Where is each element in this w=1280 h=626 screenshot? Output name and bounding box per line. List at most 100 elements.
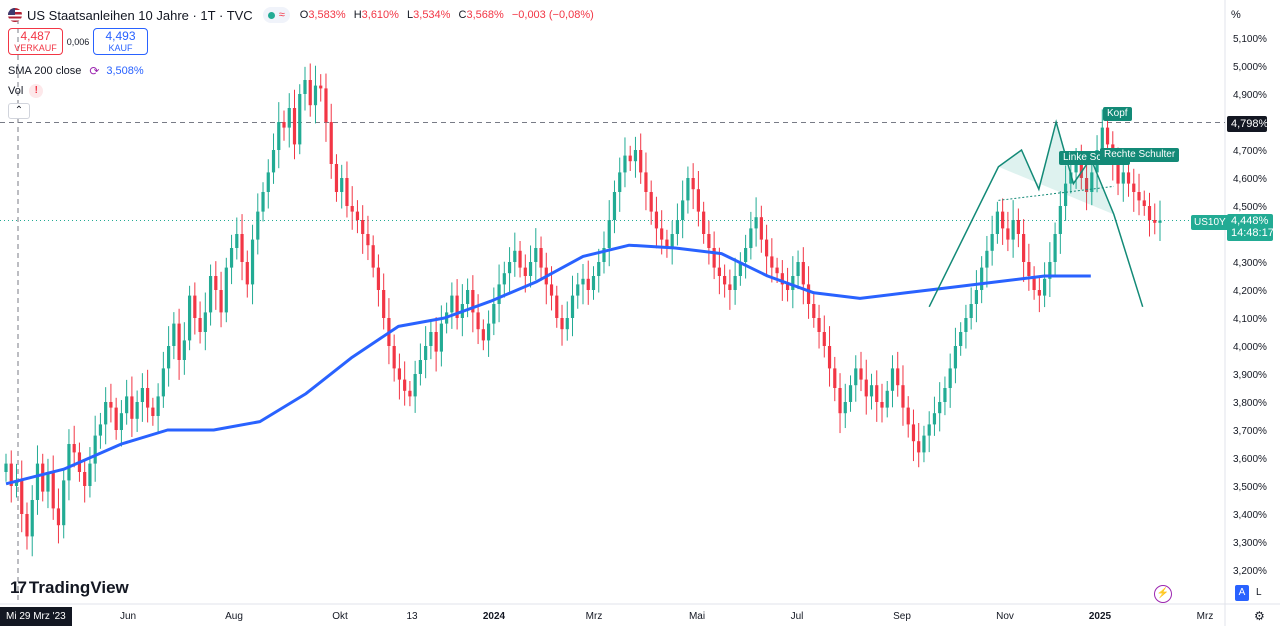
candle-body: [250, 239, 255, 285]
candle-body: [770, 256, 774, 268]
gear-icon[interactable]: ⚙: [1254, 609, 1265, 623]
candle-body: [14, 480, 19, 486]
candle-body: [901, 385, 905, 408]
volume-indicator-row[interactable]: Vol !: [8, 83, 594, 99]
time-axis-label: Jun: [119, 611, 137, 622]
candle-body: [717, 267, 721, 276]
candle-body: [1084, 178, 1089, 192]
candle-body: [413, 374, 417, 397]
candle-body: [125, 396, 129, 414]
candle-body: [424, 346, 428, 360]
candle-body: [240, 234, 244, 262]
candle-body: [749, 228, 753, 248]
candle-body: [376, 267, 381, 290]
candle-body: [350, 206, 354, 212]
candle-body: [282, 122, 286, 128]
candle-body: [119, 413, 123, 430]
candle-body: [1116, 164, 1120, 184]
symbol-title[interactable]: US Staatsanleihen 10 Jahre · 1T · TVC: [27, 7, 253, 23]
candle-body: [586, 278, 590, 290]
candle-body: [93, 435, 97, 464]
candle-body: [319, 85, 323, 89]
candle-body: [565, 318, 569, 330]
candle-body: [266, 172, 270, 192]
candle-body: [654, 211, 659, 229]
candle-body: [555, 295, 559, 318]
candle-body: [1063, 183, 1068, 206]
log-scale-button[interactable]: L: [1256, 587, 1262, 598]
candle-body: [702, 211, 706, 234]
collapse-legend-button[interactable]: ⌃: [8, 103, 30, 119]
candle-body: [707, 234, 711, 248]
head-annotation[interactable]: Kopf: [1103, 107, 1132, 121]
auto-scale-button[interactable]: A: [1235, 585, 1249, 601]
candle-body: [943, 388, 947, 402]
candle-body: [1158, 220, 1162, 223]
candle-body: [639, 150, 643, 173]
tradingview-logo[interactable]: 17 TradingView: [10, 578, 129, 597]
candle-body: [681, 200, 685, 220]
candle-body: [98, 424, 103, 436]
price-tick-label: 3,800%: [1233, 398, 1267, 409]
candle-body: [995, 211, 999, 234]
candle-body: [345, 178, 349, 206]
candle-body: [1016, 220, 1020, 234]
candle-body: [838, 388, 842, 414]
price-tick-label: 5,100%: [1233, 34, 1267, 45]
flash-icon[interactable]: ⚡: [1154, 585, 1172, 603]
candle-body: [429, 332, 433, 346]
candle-body: [256, 211, 260, 240]
candle-body: [486, 323, 491, 341]
candle-body: [754, 217, 758, 229]
price-tick-label: 4,900%: [1233, 90, 1267, 101]
candle-body: [607, 220, 611, 248]
candle-body: [203, 312, 207, 332]
candle-body: [911, 424, 916, 442]
price-tick-label: 3,400%: [1233, 510, 1267, 521]
candle-body: [308, 80, 312, 106]
sell-button[interactable]: 4,487 VERKAUF: [8, 28, 63, 55]
buy-button[interactable]: 4,493 KAUF: [93, 28, 148, 55]
candle-body: [156, 396, 160, 416]
candle-body: [738, 262, 742, 276]
time-axis-label: Mai: [688, 611, 706, 622]
candle-body: [1100, 127, 1104, 150]
sma-indicator-row[interactable]: SMA 200 close ⟳ 3,508%: [8, 63, 594, 79]
candle-body: [104, 402, 108, 425]
candle-body: [649, 192, 653, 212]
candle-body: [245, 262, 249, 285]
candle-body: [25, 514, 29, 537]
market-open-icon: [267, 11, 275, 19]
vol-label: Vol: [8, 85, 24, 97]
candle-body: [497, 284, 501, 304]
price-axis-unit: %: [1231, 9, 1241, 21]
candle-body: [1006, 228, 1010, 240]
candle-body: [198, 318, 202, 332]
candle-body: [833, 368, 837, 388]
price-tick-label: 3,600%: [1233, 454, 1267, 465]
candle-body: [1137, 192, 1141, 201]
candle-body: [953, 346, 958, 369]
candle-body: [492, 304, 496, 324]
candle-body: [691, 178, 695, 190]
candle-body: [172, 323, 176, 346]
tradingview-logo-icon: 17: [10, 578, 27, 597]
candle-body: [1142, 200, 1146, 206]
warning-icon[interactable]: !: [29, 84, 44, 98]
price-tick-label: 4,000%: [1233, 342, 1267, 353]
candle-body: [1069, 172, 1073, 184]
price-tick-label: 3,900%: [1233, 370, 1267, 381]
right-shoulder-annotation[interactable]: Rechte Schulter: [1100, 148, 1180, 162]
candle-body: [303, 80, 307, 94]
candle-body: [938, 402, 942, 414]
candle-body: [1121, 172, 1125, 184]
candle-body: [969, 304, 973, 318]
market-status[interactable]: ≈: [262, 7, 290, 23]
time-axis-label: Jul: [790, 611, 804, 622]
candle-body: [140, 388, 144, 402]
price-tick-label: 4,600%: [1233, 174, 1267, 185]
candle-body: [371, 245, 375, 268]
candle-body: [109, 402, 113, 408]
candle-body: [355, 211, 360, 220]
